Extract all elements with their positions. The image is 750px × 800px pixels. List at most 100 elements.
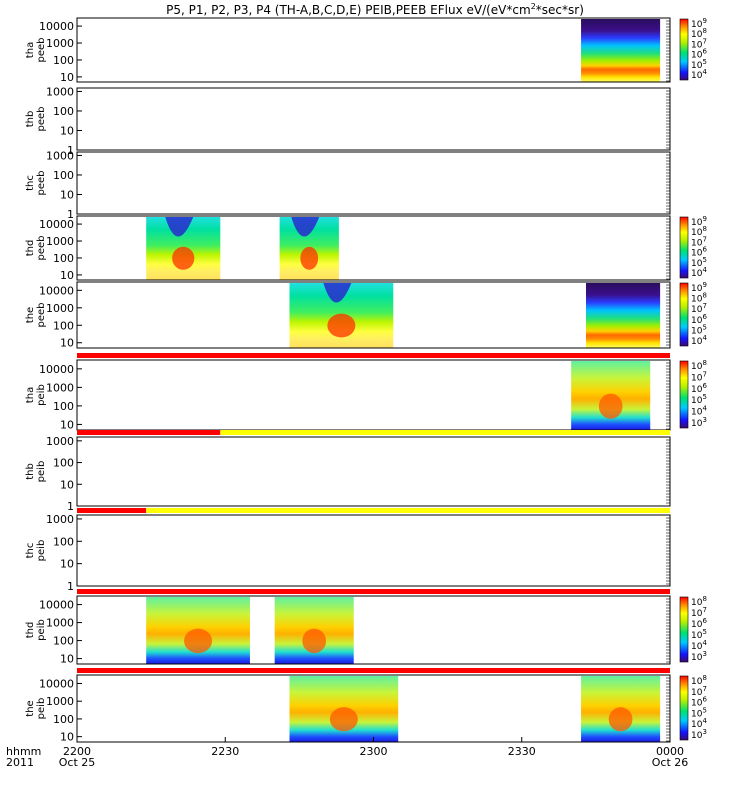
flux-peak-thd-peib-0 bbox=[184, 628, 213, 654]
panel-label-line: peib bbox=[36, 619, 47, 641]
colorbar-tick-label: 105 bbox=[691, 706, 707, 719]
flag-bar-segment-the-0 bbox=[77, 668, 670, 673]
colorbar-tick-label: 104 bbox=[691, 68, 707, 81]
panel-label-line: thb bbox=[25, 111, 36, 128]
colorbar-tick-label: 103 bbox=[691, 650, 707, 663]
spectrogram-block-the-peeb-1 bbox=[585, 283, 661, 348]
y-tick-label: 10000 bbox=[39, 284, 74, 297]
flag-bar-segment-thc-0 bbox=[77, 508, 147, 513]
y-tick-label: 10000 bbox=[39, 218, 74, 231]
flux-peak-thd-peeb-1 bbox=[300, 246, 319, 270]
panel-label-line: peib bbox=[36, 698, 47, 720]
panel-label-line: thc bbox=[25, 543, 36, 559]
y-tick-label: 1000 bbox=[46, 37, 74, 50]
panel-label-line: peeb bbox=[36, 303, 47, 328]
y-tick-label: 1 bbox=[67, 144, 74, 157]
y-tick-label: 100 bbox=[53, 252, 74, 265]
colorbar-tick-label: 107 bbox=[691, 235, 707, 248]
y-tick-label: 1000 bbox=[46, 235, 74, 248]
panel-label-line: peib bbox=[36, 384, 47, 406]
y-tick-label: 10000 bbox=[39, 677, 74, 690]
y-tick-label: 1000 bbox=[46, 617, 74, 630]
colorbar-thd-peib bbox=[679, 596, 689, 663]
colorbar-tick-label: 106 bbox=[691, 48, 707, 61]
panel-frame-thc-peib bbox=[76, 514, 671, 587]
y-tick-label: 10000 bbox=[39, 599, 74, 612]
colorbar-tick-label: 109 bbox=[691, 17, 707, 30]
colorbar-tick-label: 107 bbox=[691, 606, 707, 619]
panel-frame-thd-peib bbox=[76, 595, 671, 665]
colorbar-thd-peeb bbox=[679, 216, 689, 279]
colorbar-tha-peib bbox=[679, 360, 689, 429]
colorbar-tick-label: 106 bbox=[691, 313, 707, 326]
colorbar-tick-label: 109 bbox=[691, 281, 707, 294]
x-tick-label: 2330 bbox=[508, 745, 536, 758]
panel-frame-thb-peeb bbox=[76, 87, 671, 151]
flux-peak-the-peib-0 bbox=[329, 707, 358, 732]
y-tick-label: 10 bbox=[60, 337, 74, 350]
panel-label-line: thb bbox=[25, 463, 36, 480]
colorbar-tick-label: 108 bbox=[691, 292, 707, 305]
flag-bar-segment-thd-0 bbox=[77, 589, 670, 594]
colorbar-tick-label: 104 bbox=[691, 717, 707, 730]
y-tick-label: 10 bbox=[60, 558, 74, 571]
flux-peak-tha-peib-0 bbox=[598, 393, 623, 419]
y-tick-label: 100 bbox=[53, 105, 74, 118]
flux-peak-the-peib-1 bbox=[608, 707, 633, 732]
x-tick-label: 2230 bbox=[211, 745, 239, 758]
colorbar-tick-label: 106 bbox=[691, 246, 707, 259]
y-tick-label: 10 bbox=[60, 653, 74, 666]
colorbar-tick-label: 108 bbox=[691, 595, 707, 608]
y-tick-label: 10 bbox=[60, 188, 74, 201]
panel-thc-peeb: 1000 100 10 1 thc peeb bbox=[25, 149, 671, 221]
panel-frame-tha-peeb bbox=[76, 17, 671, 83]
panel-thc-peib: 1000 100 10 1 thc peib bbox=[25, 508, 671, 593]
colorbar-tick-label: 105 bbox=[691, 393, 707, 406]
colorbar-tick-label: 107 bbox=[691, 685, 707, 698]
flag-bar-segment-thb-0 bbox=[77, 430, 221, 435]
colorbar-tick-label: 104 bbox=[691, 334, 707, 347]
low-flux-notch-thd-1 bbox=[291, 217, 320, 237]
y-tick-label: 1000 bbox=[46, 695, 74, 708]
panel-thb-peeb: 1000 100 10 1 thb peeb bbox=[25, 85, 671, 157]
y-tick-label: 1 bbox=[67, 580, 74, 593]
y-tick-label: 100 bbox=[53, 169, 74, 182]
colorbar-tick-label: 105 bbox=[691, 323, 707, 336]
colorbar-tick-label: 104 bbox=[691, 266, 707, 279]
y-tick-label: 10 bbox=[60, 124, 74, 137]
colorbar-tick-label: 106 bbox=[691, 617, 707, 630]
low-flux-notch-the-0 bbox=[323, 283, 352, 303]
y-tick-label: 100 bbox=[53, 400, 74, 413]
y-tick-label: 10 bbox=[60, 731, 74, 744]
colorbar-tha-peeb bbox=[679, 18, 689, 81]
colorbar-tick-label: 108 bbox=[691, 359, 707, 372]
colorbar-the-peib bbox=[679, 675, 689, 741]
panel-label-line: peeb bbox=[36, 38, 47, 63]
panel-label-line: the bbox=[25, 307, 36, 323]
x-tick-label: 2200 bbox=[63, 745, 91, 758]
y-tick-label: 10 bbox=[60, 269, 74, 282]
colorbar-tick-label: 104 bbox=[691, 405, 707, 418]
y-tick-label: 10000 bbox=[39, 20, 74, 33]
panel-label-line: tha bbox=[25, 387, 36, 403]
colorbar-tick-label: 109 bbox=[691, 215, 707, 228]
y-tick-label: 10 bbox=[60, 478, 74, 491]
x-axis-label-line: hhmm bbox=[6, 745, 41, 758]
colorbar-tick-label: 108 bbox=[691, 225, 707, 238]
colorbar-tick-label: 107 bbox=[691, 37, 707, 50]
colorbar-tick-label: 108 bbox=[691, 27, 707, 40]
colorbar-tick-label: 103 bbox=[691, 728, 707, 741]
x-tick-label: 0000 bbox=[656, 745, 684, 758]
colorbar-the-peeb bbox=[679, 282, 689, 347]
colorbar-tick-label: 104 bbox=[691, 639, 707, 652]
panel-label-line: peeb bbox=[36, 171, 47, 196]
chart-title-end: *sec*sr) bbox=[535, 3, 584, 17]
x-axis-label-line: 2011 bbox=[6, 756, 34, 769]
